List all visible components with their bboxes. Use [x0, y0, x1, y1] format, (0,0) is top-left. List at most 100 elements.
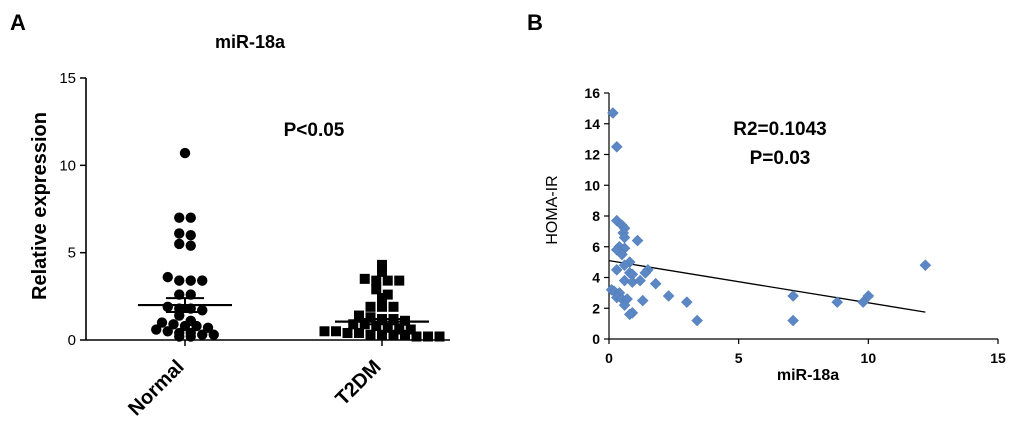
category-label-normal: Normal [124, 356, 188, 420]
panel-b-y-tick-label: 4 [592, 270, 600, 286]
t2dm-data-point [388, 301, 399, 312]
t2dm-data-point [359, 273, 370, 284]
panel-a-mean-sem [138, 297, 429, 326]
panel-a-y-tick-label: 0 [68, 332, 76, 349]
normal-data-point [185, 331, 196, 342]
normal-data-point [162, 301, 173, 313]
t2dm-data-point [377, 266, 387, 277]
panel-b-y-ticks: 0 2 4 6 8 10 12 14 16 [584, 85, 609, 347]
panel-b-data-point [623, 308, 636, 321]
panel-b-data-point [691, 314, 704, 327]
panel-b-letter: B [527, 10, 543, 35]
t2dm-data-point [354, 328, 364, 339]
panel-b-data-point [662, 290, 675, 302]
normal-data-point [162, 326, 173, 337]
panel-b-data-point [616, 248, 628, 261]
panel-a-y-tick-label: 15 [59, 70, 76, 87]
t2dm-data-point [377, 301, 387, 312]
panel-b-y-tick-label: 0 [592, 331, 600, 347]
t2dm-data-point [319, 326, 330, 337]
panel-b-x-tick-label: 5 [735, 350, 743, 366]
normal-data-point [197, 275, 208, 286]
panel-a-y-ticks: 0 5 10 15 [59, 70, 86, 349]
normal-data-point [174, 331, 185, 342]
panel-b-r2-value: R2=0.1043 [733, 119, 827, 140]
normal-data-point [197, 329, 208, 340]
panel-a-p-value: P<0.05 [284, 120, 345, 141]
panel-b-y-axis-label: HOMA-IR [544, 175, 561, 244]
panel-b-data-point [618, 274, 631, 287]
panel-b-data-point [618, 299, 631, 312]
panel-b-y-tick-label: 6 [592, 239, 600, 255]
t2dm-data-point [371, 284, 382, 295]
t2dm-data-point [377, 329, 387, 340]
panel-b-data-point [649, 277, 662, 290]
t2dm-data-point [400, 329, 410, 340]
panel-a-y-tick-label: 5 [68, 245, 76, 262]
t2dm-data-point [354, 310, 364, 321]
t2dm-data-point [331, 326, 341, 337]
t2dm-data-point [382, 322, 393, 333]
normal-data-point [202, 322, 214, 333]
normal-data-point [174, 238, 185, 250]
panel-b-y-tick-label: 8 [592, 208, 600, 224]
normal-data-point [162, 271, 173, 283]
t2dm-data-point [371, 275, 382, 286]
panel-a: A miR-18a Relative expression 0 5 10 15 Nor… [10, 10, 450, 420]
panel-a-category-labels: Normal T2DM [124, 356, 385, 420]
t2dm-data-point [405, 324, 416, 335]
normal-data-point [179, 320, 191, 332]
panel-b-data-point [831, 296, 844, 308]
panel-b: B HOMA-IR miR-18a 0 2 4 6 8 10 12 14 16 0 5 10 15 R… [527, 10, 1006, 384]
panel-b-data-point [680, 296, 693, 308]
normal-data-point [191, 320, 202, 332]
panel-b-y-tick-label: 16 [584, 85, 600, 101]
normal-data-point [174, 275, 185, 286]
panel-b-data-point [610, 263, 623, 276]
panel-a-title: miR-18a [215, 32, 286, 52]
t2dm-data-point [371, 321, 382, 332]
t2dm-data-point [377, 259, 387, 270]
panel-b-trendline [608, 259, 926, 313]
normal-data-point [156, 317, 168, 328]
panel-a-y-axis-label: Relative expression [29, 112, 51, 300]
normal-data-point [179, 147, 191, 159]
panel-a-points [151, 147, 445, 342]
t2dm-data-point [434, 331, 445, 342]
panel-a-x-ticks [184, 340, 383, 346]
t2dm-data-point [423, 331, 433, 342]
panel-b-data-point [862, 290, 875, 302]
panel-b-y-tick-label: 14 [584, 116, 600, 132]
panel-b-data-point [607, 107, 619, 119]
panel-b-x-tick-label: 15 [990, 350, 1006, 366]
t2dm-data-point [348, 319, 359, 330]
t2dm-data-point [365, 329, 376, 340]
panel-b-data-point [787, 314, 799, 327]
t2dm-data-point [342, 328, 353, 339]
t2dm-data-point [411, 331, 422, 342]
t2dm-data-point [365, 312, 376, 323]
panel-b-y-tick-label: 2 [592, 300, 600, 316]
panel-b-x-tick-label: 0 [605, 350, 613, 366]
normal-data-point [185, 212, 196, 223]
panel-b-data-point [787, 290, 799, 302]
normal-data-point [197, 305, 208, 316]
panel-b-x-tick-label: 10 [861, 350, 877, 366]
panel-b-y-tick-label: 10 [584, 177, 600, 193]
panel-b-data-point [639, 267, 652, 279]
panel-b-points [605, 107, 932, 327]
panel-a-letter: A [10, 10, 26, 35]
normal-data-point [208, 329, 219, 340]
t2dm-data-point [365, 301, 376, 312]
category-label-t2dm: T2DM [331, 356, 385, 410]
normal-data-point [185, 275, 196, 286]
panel-b-data-point [631, 234, 644, 247]
normal-data-point [185, 240, 196, 251]
t2dm-data-point [382, 289, 393, 300]
t2dm-data-point [377, 293, 387, 304]
panel-a-y-tick-label: 10 [59, 157, 76, 174]
panel-b-x-axis-label: miR-18a [777, 367, 839, 384]
t2dm-data-point [388, 329, 399, 340]
panel-b-p-value: P=0.03 [750, 148, 811, 169]
